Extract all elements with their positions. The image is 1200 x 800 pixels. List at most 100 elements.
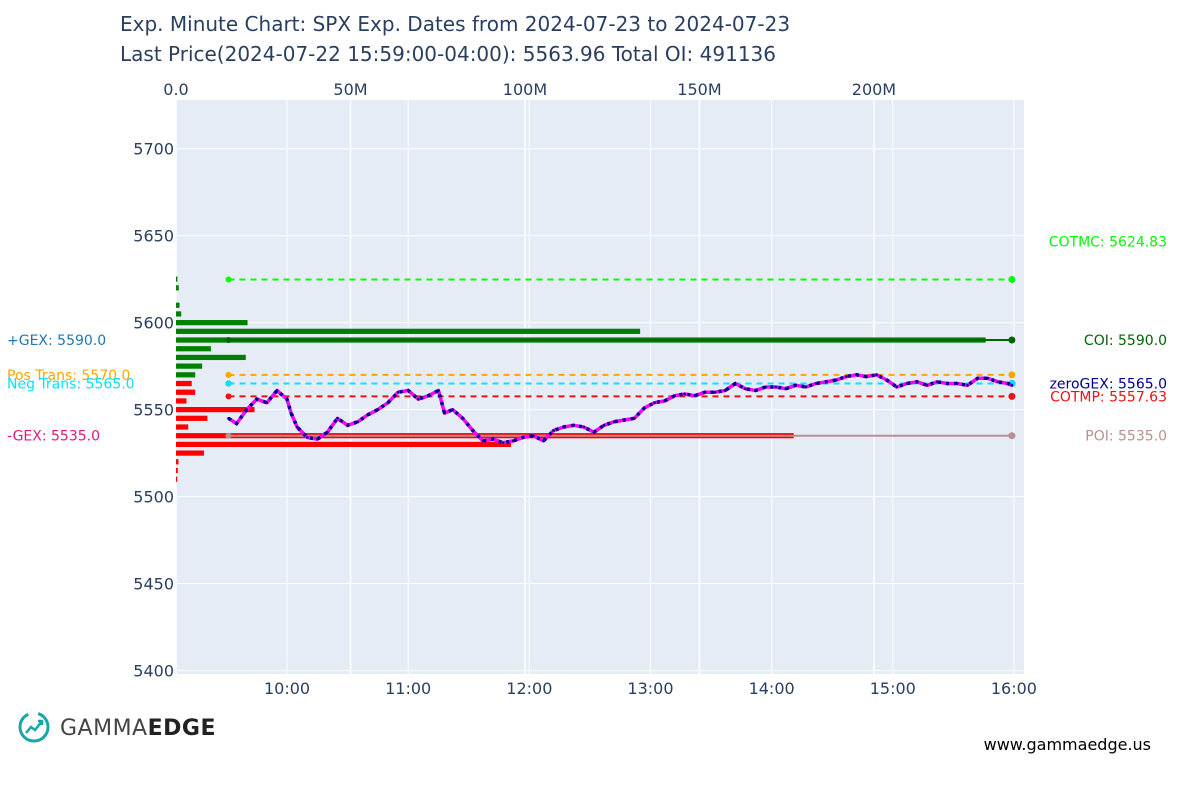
- level-marker: [225, 276, 232, 283]
- price-point: [461, 417, 465, 420]
- price-point: [885, 378, 889, 382]
- put-oi-bar: [176, 450, 204, 456]
- put-oi-bar: [176, 389, 196, 395]
- level-label-cotmp: COTMP: 5557.63: [1050, 389, 1167, 405]
- price-point: [316, 437, 319, 441]
- price-point: [956, 382, 959, 385]
- price-point: [673, 394, 677, 397]
- price-point: [966, 383, 969, 387]
- oi-tick-label: 150M: [677, 80, 721, 99]
- left-level-label: Neg Trans: 5565.0: [7, 377, 135, 393]
- oi-tick-label: 200M: [852, 80, 896, 99]
- price-point: [511, 439, 515, 443]
- price-point: [834, 378, 838, 382]
- price-point: [562, 425, 565, 429]
- level-label-zerogex: zeroGEX: 5565.0: [1050, 377, 1167, 393]
- put-oi-bar: [176, 380, 192, 387]
- price-point: [976, 377, 979, 380]
- price-point: [895, 385, 899, 389]
- x-tick-label: 15:00: [870, 679, 916, 698]
- price-point: [572, 423, 576, 427]
- price-point: [437, 389, 440, 392]
- level-marker: [1008, 336, 1016, 344]
- chart-title-line2: Last Price(2024-07-22 15:59:00-04:00): 5…: [120, 42, 776, 66]
- level-marker: [1008, 275, 1016, 283]
- y-tick-label: 5550: [133, 401, 174, 420]
- price-point: [733, 382, 737, 385]
- call-oi-bar: [176, 320, 248, 326]
- price-point: [396, 390, 400, 394]
- price-point: [602, 423, 606, 427]
- grid-layer: [175, 100, 1024, 674]
- price-point: [683, 392, 687, 396]
- call-oi-bar: [176, 276, 178, 282]
- price-point: [295, 425, 299, 429]
- oi-tick-label: 50M: [333, 80, 367, 99]
- time-axis-ticks: 10:00 11:00 12:00 13:00 14:00 15:00 16:00: [264, 679, 1037, 698]
- level-marker: [225, 371, 232, 378]
- price-point: [986, 377, 989, 380]
- price-point: [471, 429, 475, 432]
- left-level-label: Pos Trans: 5570.0: [7, 368, 130, 384]
- price-point: [443, 411, 446, 415]
- oi-tick-label: 0.0: [163, 80, 188, 99]
- price-point: [754, 389, 757, 392]
- call-oi-bar: [176, 354, 246, 361]
- website-url[interactable]: www.gammaedge.us: [984, 735, 1151, 754]
- put-oi-bar: [176, 398, 187, 404]
- logo-text-gamma: GAMMA: [60, 716, 148, 741]
- level-marker: [225, 380, 232, 387]
- price-point: [305, 436, 309, 439]
- price-point: [582, 425, 586, 429]
- price-point: [1010, 384, 1014, 387]
- price-point: [1006, 382, 1010, 385]
- price-point: [406, 389, 410, 392]
- price-point: [804, 385, 808, 389]
- level-marker: [1008, 432, 1016, 440]
- put-oi-bar: [176, 467, 178, 474]
- price-point: [915, 380, 919, 384]
- price-point: [542, 439, 545, 443]
- y-tick-label: 5650: [133, 227, 174, 246]
- price-point: [693, 394, 697, 397]
- price-point: [935, 380, 939, 384]
- y-axis-ticks: 5400 5450 5500 5550 5600 5650 5700: [133, 140, 174, 681]
- price-point: [521, 436, 525, 439]
- x-tick-label: 13:00: [627, 679, 673, 698]
- call-oi-bar: [176, 372, 196, 378]
- price-point: [744, 387, 747, 391]
- price-point: [764, 385, 767, 389]
- price-point: [612, 420, 616, 424]
- price-point: [945, 382, 949, 385]
- left-level-label: -GEX: 5535.0: [7, 429, 100, 445]
- gammaedge-logo: GAMMAEDGE: [18, 711, 216, 743]
- plot-background: [176, 100, 1024, 674]
- price-point: [532, 434, 535, 438]
- price-point: [326, 430, 329, 434]
- y-tick-label: 5500: [133, 488, 174, 507]
- left-level-label: +GEX: 5590.0: [7, 333, 106, 349]
- price-point: [227, 417, 230, 420]
- price-point: [416, 397, 420, 401]
- price-point: [653, 401, 656, 404]
- price-point: [925, 383, 929, 387]
- level-label-cotmc: COTMC: 5624.83: [1049, 234, 1167, 250]
- price-point: [245, 408, 248, 411]
- price-point: [491, 437, 495, 441]
- price-point: [235, 422, 238, 425]
- price-point: [784, 387, 788, 391]
- price-point: [794, 383, 798, 387]
- price-point: [814, 382, 818, 385]
- price-point: [285, 397, 289, 401]
- price-point: [723, 389, 727, 392]
- price-point: [376, 408, 380, 411]
- price-point: [855, 373, 858, 377]
- price-point: [865, 375, 868, 378]
- y-tick-label: 5400: [133, 662, 174, 681]
- price-point: [346, 423, 349, 427]
- x-tick-label: 16:00: [991, 679, 1037, 698]
- price-point: [366, 413, 370, 417]
- price-point: [265, 401, 269, 404]
- svg-text:GAMMAEDGE: GAMMAEDGE: [60, 716, 216, 741]
- price-point: [703, 390, 707, 394]
